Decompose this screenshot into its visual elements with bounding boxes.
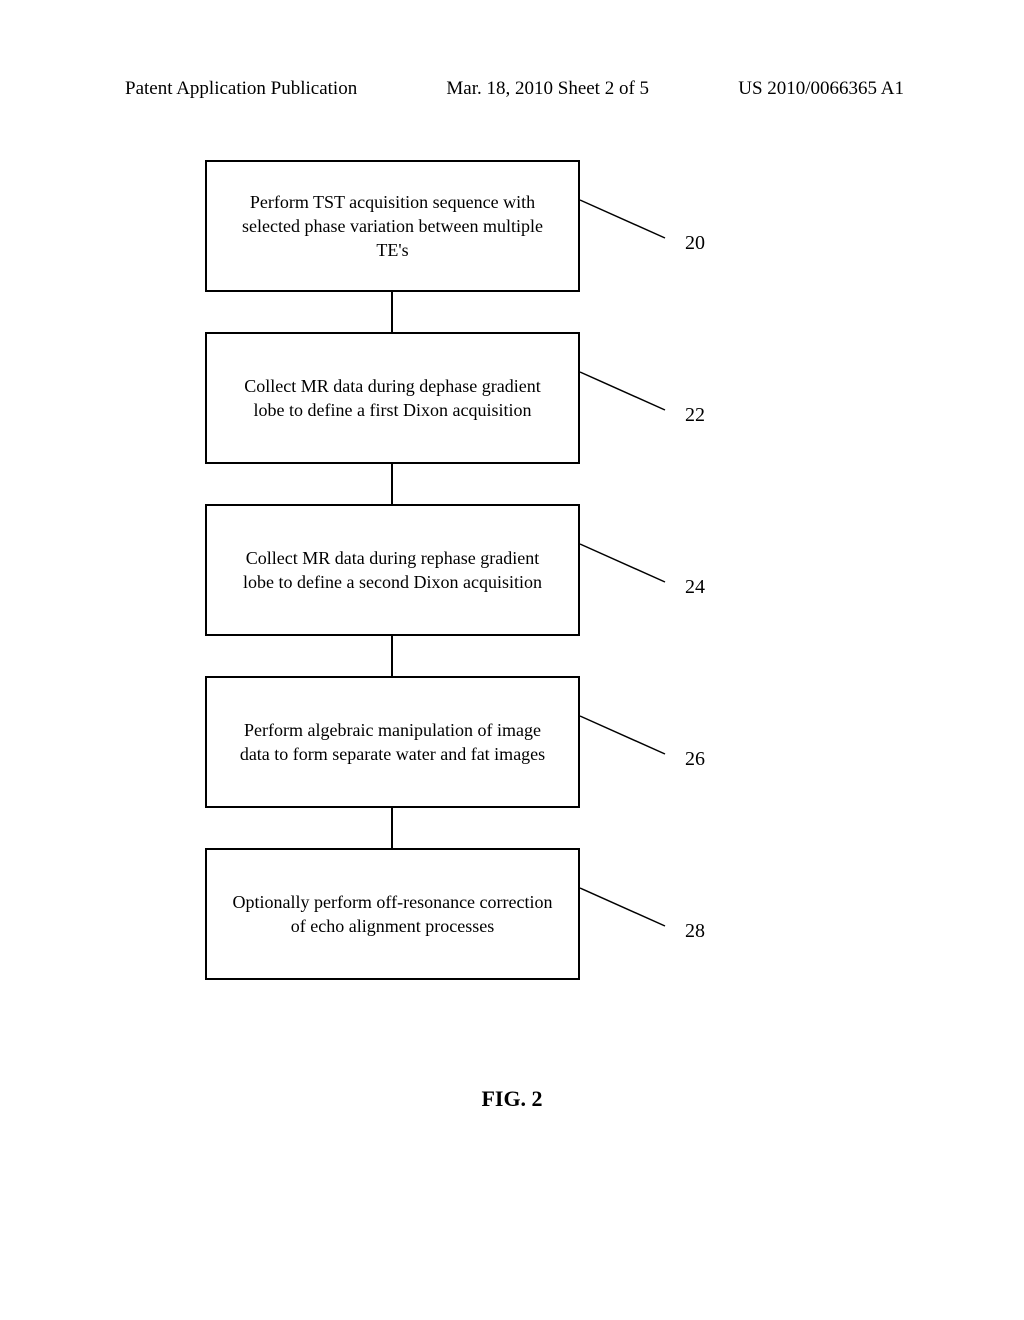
flow-box-text: Perform TST acquisition sequence with se… bbox=[231, 190, 554, 263]
flow-box-text: Perform algebraic manipulation of image … bbox=[231, 718, 554, 767]
lead-line bbox=[580, 200, 680, 240]
header-center: Mar. 18, 2010 Sheet 2 of 5 bbox=[446, 78, 649, 100]
flow-box: Perform algebraic manipulation of image … bbox=[205, 676, 580, 808]
flow-box: Collect MR data during dephase gradient … bbox=[205, 332, 580, 464]
lead-line bbox=[580, 372, 680, 412]
reference-number: 28 bbox=[685, 920, 705, 943]
flow-step: Collect MR data during rephase gradient … bbox=[205, 504, 825, 636]
flow-box-text: Collect MR data during rephase gradient … bbox=[231, 546, 554, 595]
lead-line bbox=[580, 716, 680, 756]
flow-connector bbox=[391, 292, 393, 332]
page-header: Patent Application Publication Mar. 18, … bbox=[0, 78, 1024, 100]
flow-box-text: Optionally perform off-resonance correct… bbox=[231, 890, 554, 939]
reference-number: 26 bbox=[685, 748, 705, 771]
flow-step: Perform algebraic manipulation of image … bbox=[205, 676, 825, 808]
flow-connector bbox=[391, 808, 393, 848]
reference-number: 20 bbox=[685, 232, 705, 255]
reference-number: 24 bbox=[685, 576, 705, 599]
figure-label: FIG. 2 bbox=[0, 1086, 1024, 1112]
reference-number: 22 bbox=[685, 404, 705, 427]
flowchart: Perform TST acquisition sequence with se… bbox=[205, 160, 825, 980]
flow-step: Optionally perform off-resonance correct… bbox=[205, 848, 825, 980]
flow-connector bbox=[391, 464, 393, 504]
flow-step: Collect MR data during dephase gradient … bbox=[205, 332, 825, 464]
flow-box: Collect MR data during rephase gradient … bbox=[205, 504, 580, 636]
header-right: US 2010/0066365 A1 bbox=[738, 78, 904, 100]
lead-line bbox=[580, 544, 680, 584]
flow-box: Optionally perform off-resonance correct… bbox=[205, 848, 580, 980]
flow-step: Perform TST acquisition sequence with se… bbox=[205, 160, 825, 292]
lead-line bbox=[580, 888, 680, 928]
flow-box-text: Collect MR data during dephase gradient … bbox=[231, 374, 554, 423]
flow-connector bbox=[391, 636, 393, 676]
flow-box: Perform TST acquisition sequence with se… bbox=[205, 160, 580, 292]
header-left: Patent Application Publication bbox=[125, 78, 357, 100]
